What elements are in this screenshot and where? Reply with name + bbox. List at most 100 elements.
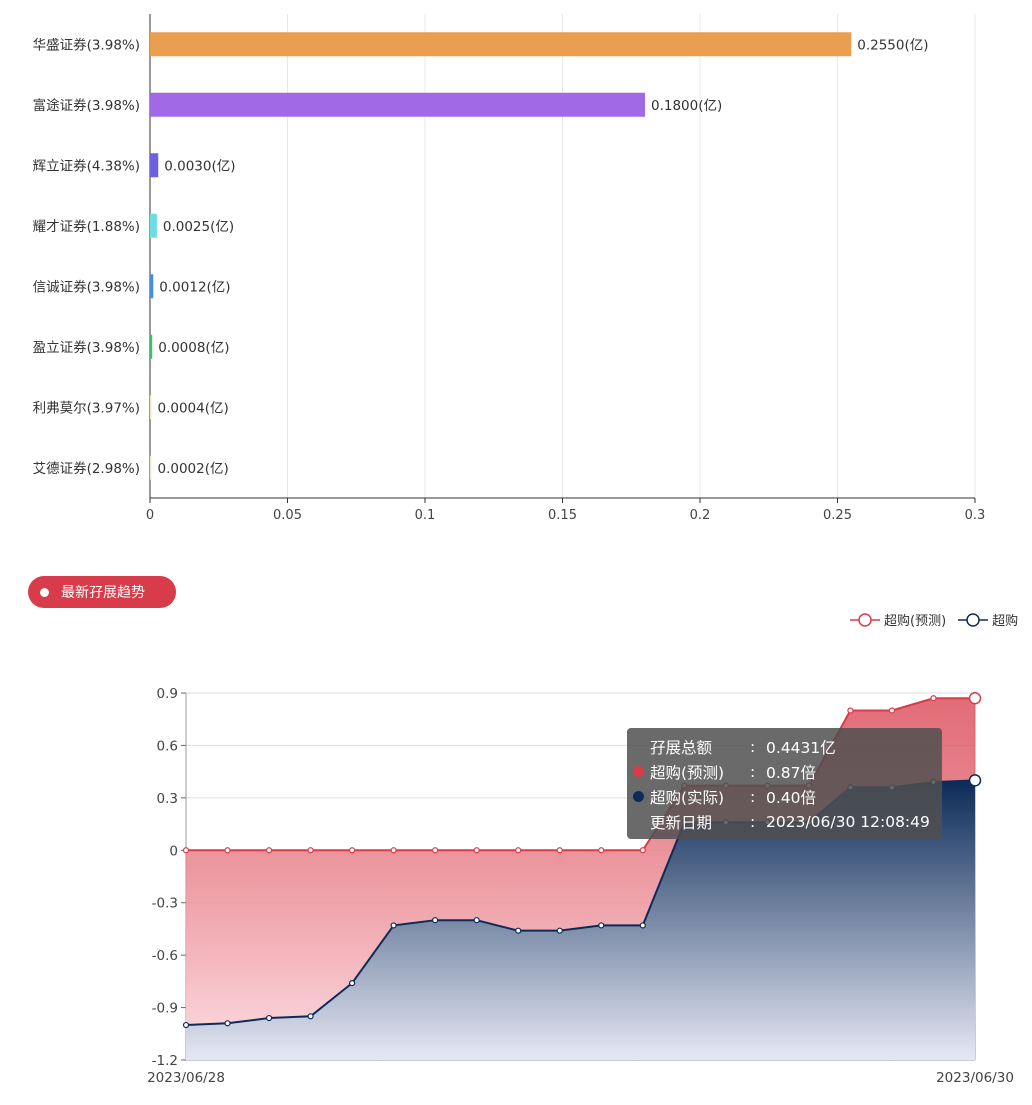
x-tick-label: 2023/06/28 — [147, 1070, 225, 1086]
bar — [150, 153, 159, 178]
tooltip-row-total: 孖展总额 : 0.4431亿 — [633, 734, 942, 759]
x-tick-label: 0.2 — [690, 508, 711, 523]
bar-value-label: 0.0002(亿) — [158, 461, 229, 477]
data-point — [639, 922, 646, 929]
y-tick-label: 0.6 — [157, 738, 178, 754]
data-point — [265, 1014, 273, 1022]
bar-value-label: 0.0030(亿) — [164, 158, 235, 174]
data-point — [847, 707, 854, 714]
x-tick-label: 0.05 — [273, 508, 302, 523]
data-point — [224, 1020, 231, 1027]
chart-tooltip: 孖展总额 : 0.4431亿 超购(预测) : 0.87倍 超购(实际) : 0… — [627, 728, 942, 839]
data-point — [349, 847, 356, 854]
data-point — [556, 847, 563, 854]
data-point — [265, 847, 273, 854]
bar-value-label: 0.2550(亿) — [857, 37, 928, 53]
legend-actual-label: 超购 — [992, 614, 1019, 629]
data-point — [182, 847, 190, 854]
data-point — [473, 847, 480, 854]
bar-category-label: 耀才证券(1.88%) — [33, 219, 140, 235]
y-tick-label: -0.6 — [152, 948, 178, 964]
bar-value-label: 0.1800(亿) — [651, 98, 722, 114]
x-tick-label: 0.1 — [415, 508, 436, 523]
series-line — [186, 697, 975, 852]
tooltip-predicted-value: 0.87倍 — [766, 763, 817, 782]
bar-value-label: 0.0004(亿) — [158, 400, 229, 416]
data-point — [182, 1021, 190, 1029]
section-title: 最新孖展趋势 — [61, 585, 145, 601]
line-chart-legend: 超购(预测) 超购 — [850, 610, 1030, 629]
bar-category-label: 艾德证券(2.98%) — [33, 461, 140, 477]
tooltip-total-label: 孖展总额 — [650, 738, 713, 757]
actual-marker-icon — [633, 791, 644, 802]
data-point — [968, 774, 982, 787]
bar-category-label: 富途证券(3.98%) — [33, 97, 140, 114]
data-point — [432, 917, 439, 924]
tooltip-total-value: 0.4431亿 — [766, 738, 836, 757]
data-point — [930, 695, 937, 702]
data-point — [515, 927, 522, 934]
tooltip-row-predicted: 超购(预测) : 0.87倍 — [633, 759, 942, 784]
data-point — [598, 847, 605, 854]
data-point — [639, 847, 646, 854]
legend-item-actual[interactable]: 超购 — [958, 610, 1018, 629]
y-tick-label: -1.2 — [152, 1053, 178, 1069]
tooltip-row-actual: 超购(实际) : 0.40倍 — [633, 784, 942, 809]
tooltip-date-label: 更新日期 — [650, 813, 713, 832]
y-tick-label: 0.3 — [157, 791, 178, 807]
data-point — [473, 917, 480, 924]
tooltip-actual-value: 0.40倍 — [766, 788, 817, 807]
bar — [150, 395, 152, 420]
data-point — [515, 847, 522, 854]
x-tick-label: 0.15 — [548, 508, 577, 523]
tooltip-colon: : — [750, 762, 756, 781]
data-point — [390, 847, 397, 854]
data-point — [307, 847, 314, 854]
y-tick-label: -0.9 — [152, 1001, 178, 1017]
tooltip-colon: : — [750, 737, 756, 756]
data-point — [432, 847, 439, 854]
data-point — [598, 922, 605, 929]
bar — [150, 274, 154, 299]
bar — [150, 455, 152, 480]
x-tick-label: 2023/06/30 — [936, 1070, 1014, 1086]
bar-category-label: 辉立证券(4.38%) — [33, 158, 140, 174]
legend-actual-icon — [958, 612, 989, 627]
data-point — [224, 847, 231, 854]
latest-margin-trend-pill[interactable]: 最新孖展趋势 — [28, 576, 176, 608]
series-area — [186, 780, 975, 1060]
legend-predicted-icon — [850, 612, 880, 627]
pill-dot-icon — [40, 587, 49, 597]
data-point — [349, 980, 356, 987]
bar-category-label: 盈立证券(3.98%) — [33, 340, 140, 356]
bar — [150, 334, 153, 359]
legend-predicted-label: 超购(预测) — [884, 614, 947, 629]
tooltip-predicted-label: 超购(预测) — [650, 763, 725, 782]
y-tick-label: 0.9 — [157, 686, 178, 702]
bar — [150, 213, 157, 238]
bar-value-label: 0.0008(亿) — [158, 340, 229, 356]
bar-category-label: 信诚证券(3.98%) — [33, 279, 140, 295]
y-tick-label: 0 — [169, 843, 178, 859]
predicted-marker-icon — [633, 766, 644, 777]
bar-category-label: 利弗莫尔(3.97%) — [33, 400, 140, 416]
bar — [150, 32, 852, 57]
data-point — [888, 707, 896, 714]
tooltip-colon: : — [750, 787, 756, 806]
legend-item-predicted[interactable]: 超购(预测) — [850, 610, 946, 629]
bar-value-label: 0.0025(亿) — [163, 219, 234, 235]
x-tick-label: 0 — [146, 508, 154, 523]
bar — [150, 92, 645, 117]
x-tick-label: 0.25 — [823, 508, 852, 523]
bar-value-label: 0.0012(亿) — [159, 279, 230, 295]
x-tick-label: 0.3 — [965, 508, 986, 523]
data-point — [556, 927, 563, 934]
tooltip-row-date: 更新日期 : 2023/06/30 12:08:49 — [633, 809, 942, 834]
data-point — [968, 691, 982, 705]
tooltip-actual-label: 超购(实际) — [650, 788, 725, 807]
data-point — [307, 1013, 314, 1020]
y-tick-label: -0.3 — [152, 896, 178, 912]
subscription-bar-chart: 0 0.05 0.1 0.15 0.2 0.25 0.3 华盛证券(3.98%) 0.2550(… — [33, 14, 986, 523]
tooltip-date-value: 2023/06/30 12:08:49 — [766, 812, 930, 831]
